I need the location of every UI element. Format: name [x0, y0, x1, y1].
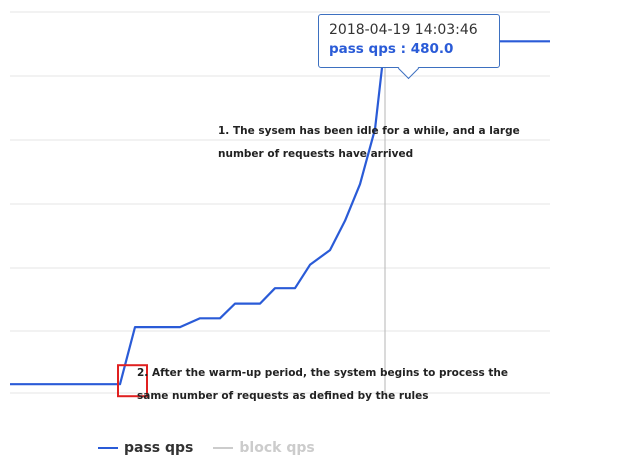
tooltip-time: 2018-04-19 14:03:46	[329, 22, 478, 38]
series-line-pass-qps	[10, 40, 550, 386]
tooltip-series-label: pass qps :	[329, 41, 411, 57]
highlight-box-burst-start	[117, 364, 148, 398]
legend-swatch-block-qps	[213, 447, 234, 449]
legend-label-block-qps: block qps	[239, 440, 315, 456]
legend-item-pass-qps[interactable]: pass qps	[98, 440, 193, 456]
annotation-warmup-complete: 1. The sysem has been idle for a while, …	[218, 125, 520, 160]
tooltip-value-line: pass qps : 480.0	[329, 41, 499, 57]
annotation-idle-burst: 2. After the warm-up period, the system …	[137, 367, 508, 402]
legend-item-block-qps[interactable]: block qps	[213, 440, 315, 456]
legend-swatch-pass-qps	[98, 447, 118, 449]
gridlines	[10, 11, 550, 394]
tooltip-series-value: 480.0	[410, 41, 454, 57]
legend-label-pass-qps: pass qps	[124, 440, 194, 456]
chart-legend: pass qps block qps	[98, 440, 335, 456]
chart-tooltip: 2018-04-19 14:03:46 pass qps : 480.0	[318, 14, 500, 80]
